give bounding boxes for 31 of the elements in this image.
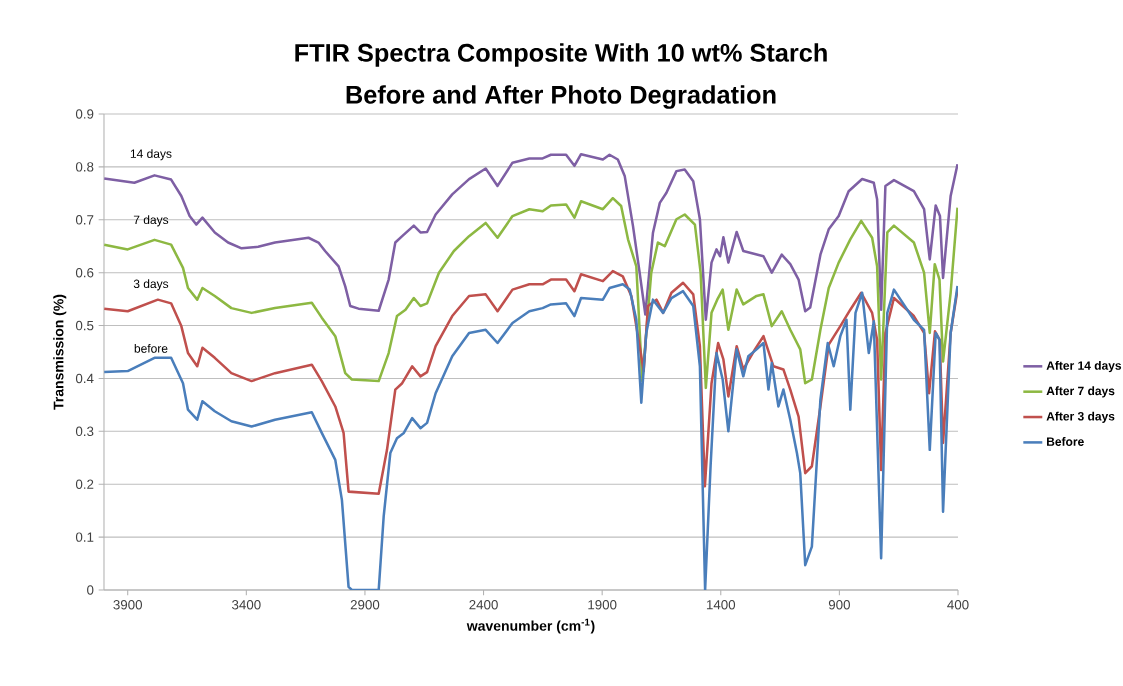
- y-tick-label: 0.5: [75, 320, 94, 331]
- x-tick-label: 1900: [588, 600, 617, 610]
- y-tick-label: 0.6: [75, 267, 94, 278]
- x-tick-label: 2400: [469, 600, 498, 610]
- x-tick-label: 3400: [232, 600, 261, 610]
- annotation: 14 days: [130, 149, 172, 161]
- annotation: before: [134, 343, 168, 353]
- y-axis-title: Transmission (%): [53, 294, 67, 410]
- legend-label: After 3 days: [1046, 411, 1115, 423]
- y-tick-label: 0.1: [75, 532, 94, 542]
- annotation: 7 days: [133, 215, 169, 227]
- y-tick-label: 0.8: [75, 162, 94, 172]
- chart-subtitle: Before and After Photo Degradation: [346, 85, 776, 109]
- y-tick-label: 0.4: [75, 373, 94, 384]
- line-series: [103, 196, 958, 390]
- x-tick-label: 2900: [350, 600, 380, 610]
- y-tick-label: 0: [87, 585, 94, 595]
- annotation: 3 days: [133, 279, 169, 291]
- legend-label: Before: [1047, 437, 1084, 446]
- legend-label: After 14 days: [1046, 360, 1122, 373]
- chart-title: FTIR Spectra Composite With 10 wt% Starch: [295, 43, 827, 67]
- x-tick-label: 400: [947, 600, 969, 610]
- y-tick-label: 0.9: [75, 109, 94, 119]
- y-tick-label: 0.2: [75, 479, 94, 489]
- y-tick-label: 0.7: [75, 215, 94, 225]
- y-tick-label: 0.3: [75, 426, 94, 437]
- x-tick-label: 1400: [706, 600, 736, 610]
- x-tick-label: 3900: [113, 600, 143, 610]
- x-tick-label: 900: [828, 600, 850, 610]
- x-axis-title: wavenumber (cm$^{-1}$): [466, 618, 595, 634]
- legend-label: After 7 days: [1046, 386, 1115, 398]
